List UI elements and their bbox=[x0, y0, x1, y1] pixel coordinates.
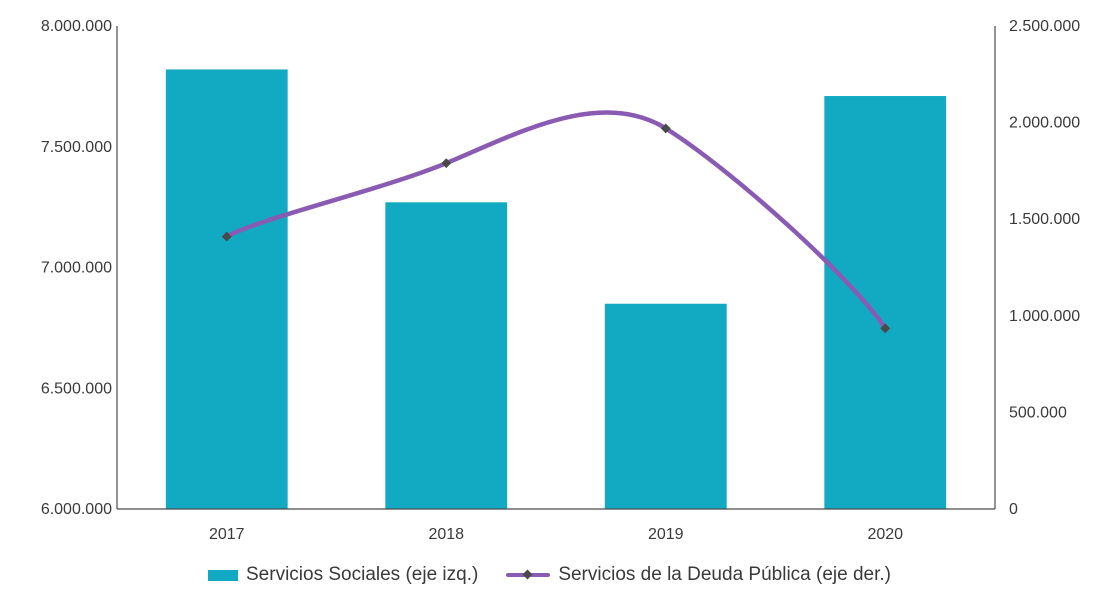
chart: 6.000.000 6.500.000 7.000.000 7.500.000 8.00… bbox=[41, 18, 1080, 543]
axes-group bbox=[116, 26, 996, 510]
line-marker-2019 bbox=[660, 123, 671, 134]
bar-2018 bbox=[385, 202, 508, 510]
left-tick-label: 6.000.000 bbox=[41, 501, 112, 518]
left-tick-label: 6.500.000 bbox=[41, 380, 112, 397]
legend-label-servicios-deuda: Servicios de la Deuda Pública (eje der.) bbox=[558, 564, 891, 585]
legend: Servicios Sociales (eje izq.) Servicios … bbox=[0, 562, 1099, 588]
bar-2020 bbox=[824, 96, 947, 509]
x-tick-label: 2018 bbox=[428, 526, 464, 543]
bars-group bbox=[165, 69, 947, 510]
right-tick-label: 1.500.000 bbox=[1009, 211, 1080, 228]
x-tick-label: 2017 bbox=[209, 526, 245, 543]
right-tick-label: 0 bbox=[1009, 501, 1018, 518]
legend-swatch-line bbox=[506, 569, 551, 581]
x-tick-label: 2019 bbox=[648, 526, 684, 543]
right-tick-label: 2.000.000 bbox=[1009, 115, 1080, 132]
bar-2019 bbox=[604, 303, 727, 509]
right-tick-label: 2.500.000 bbox=[1009, 18, 1080, 35]
legend-swatch-bar bbox=[208, 569, 238, 581]
right-tick-label: 1.000.000 bbox=[1009, 308, 1080, 325]
left-tick-label: 8.000.000 bbox=[41, 18, 112, 35]
x-tick-label: 2020 bbox=[867, 526, 903, 543]
tick-labels: 6.000.000 6.500.000 7.000.000 7.500.000 8.00… bbox=[41, 18, 1080, 543]
line-marker-2020 bbox=[880, 323, 891, 334]
bar-2017 bbox=[165, 69, 288, 509]
legend-label-servicios-sociales: Servicios Sociales (eje izq.) bbox=[246, 564, 479, 585]
legend-item-servicios-deuda: Servicios de la Deuda Pública (eje der.) bbox=[506, 564, 891, 586]
line-marker-2017 bbox=[221, 231, 232, 242]
right-tick-label: 500.000 bbox=[1009, 404, 1067, 421]
line-marker-2018 bbox=[441, 158, 452, 169]
line-group bbox=[221, 110, 891, 334]
left-tick-label: 7.000.000 bbox=[41, 260, 112, 277]
legend-item-servicios-sociales: Servicios Sociales (eje izq.) bbox=[208, 564, 478, 586]
left-tick-label: 7.500.000 bbox=[41, 139, 112, 156]
line-servicios-deuda bbox=[224, 110, 888, 331]
